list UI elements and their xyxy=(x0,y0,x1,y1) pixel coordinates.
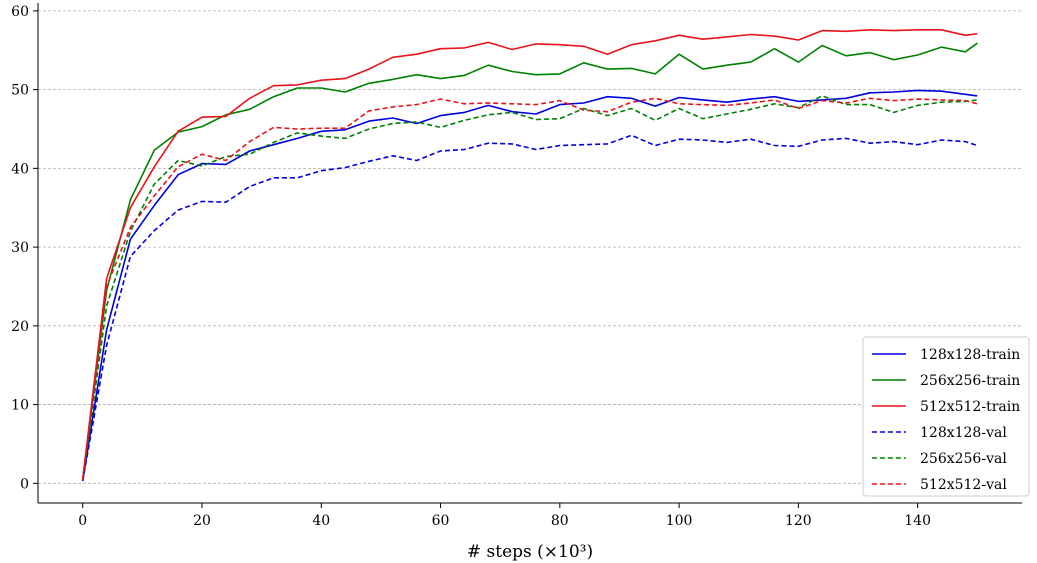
legend-label-128x128-train: 128x128-train xyxy=(920,347,1020,363)
y-ticks: 0 10 20 30 40 50 60 xyxy=(11,4,38,492)
legend: 128x128-train 256x256-train 512x512-train 1… xyxy=(862,336,1030,497)
legend-box xyxy=(862,336,1030,497)
series-layer xyxy=(81,28,978,482)
x-tick-label: 20 xyxy=(193,513,211,529)
legend-label-128x128-val: 128x128-val xyxy=(920,425,1007,441)
series-line-128x128-train xyxy=(81,89,978,482)
x-tick-label: 0 xyxy=(78,513,87,529)
x-tick-label: 100 xyxy=(666,513,693,529)
series-line-128x128-val xyxy=(81,134,978,482)
legend-label-256x256-val: 256x256-val xyxy=(920,451,1007,467)
x-tick-label: 80 xyxy=(551,513,569,529)
y-tick-label: 20 xyxy=(11,319,29,335)
x-tick-label: 120 xyxy=(785,513,812,529)
y-tick-label: 50 xyxy=(11,83,29,99)
legend-label-256x256-train: 256x256-train xyxy=(920,373,1020,389)
y-tick-label: 60 xyxy=(11,4,29,20)
grid-lines xyxy=(38,10,1022,484)
series-line-256x256-train xyxy=(81,42,978,481)
y-tick-label: 30 xyxy=(11,240,29,256)
series-line-512x512-train xyxy=(81,28,978,480)
y-tick-label: 0 xyxy=(20,476,29,492)
y-tick-label: 10 xyxy=(11,398,29,414)
x-tick-label: 40 xyxy=(312,513,330,529)
legend-label-512x512-val: 512x512-val xyxy=(920,477,1007,493)
x-tick-label: 140 xyxy=(904,513,931,529)
x-axis-title: # steps (×10³) xyxy=(467,542,593,562)
x-tick-label: 60 xyxy=(432,513,450,529)
y-tick-label: 40 xyxy=(11,161,29,177)
legend-label-512x512-train: 512x512-train xyxy=(920,399,1020,415)
x-ticks: 0 20 40 60 80 100 120 140 xyxy=(78,503,931,529)
series-line-256x256-val xyxy=(81,95,978,481)
series-line-512x512-val xyxy=(81,97,978,480)
